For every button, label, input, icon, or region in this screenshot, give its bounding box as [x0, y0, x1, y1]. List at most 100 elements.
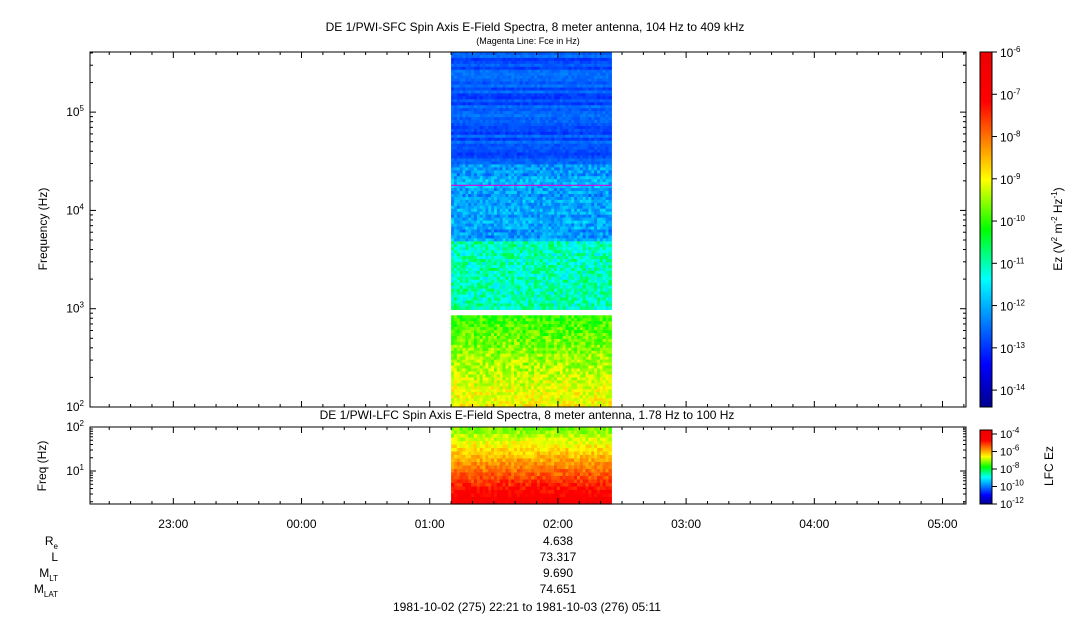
sfc-spectrogram-cell — [482, 149, 487, 154]
sfc-spectrogram-cell — [476, 285, 481, 290]
sfc-spectrogram-cell — [491, 108, 495, 112]
sfc-spectrogram-cell — [525, 78, 529, 83]
sfc-spectrogram-cell — [488, 202, 492, 207]
sfc-spectrogram-cell — [602, 235, 607, 239]
sfc-spectrogram-cell — [491, 170, 495, 174]
sfc-spectrogram-cell — [476, 111, 481, 115]
sfc-spectrogram-cell — [534, 60, 538, 65]
sfc-spectrogram-cell — [499, 191, 504, 195]
sfc-spectrogram-cell — [548, 185, 552, 189]
sfc-spectrogram-cell — [511, 164, 515, 168]
sfc-spectrogram-cell — [605, 208, 610, 213]
sfc-spectrogram-cell — [594, 149, 598, 154]
sfc-spectrogram-cell — [565, 146, 569, 151]
sfc-spectrogram-cell — [476, 226, 481, 231]
sfc-spectrogram-cell — [451, 96, 455, 100]
sfc-spectrogram-cell — [522, 99, 527, 103]
sfc-spectrogram-cell — [488, 78, 492, 83]
sfc-spectrogram-cell — [605, 81, 610, 86]
sfc-spectrogram-cell — [536, 279, 541, 284]
sfc-spectrogram-cell — [542, 182, 547, 186]
sfc-spectrogram-cell — [471, 149, 475, 154]
sfc-spectrogram-cell — [556, 182, 561, 186]
sfc-spectrogram-cell — [605, 273, 610, 278]
sfc-spectrogram-cell — [516, 250, 521, 254]
sfc-spectrogram-cell — [568, 93, 572, 97]
sfc-spectrogram-cell — [511, 279, 515, 284]
sfc-spectrogram-cell — [525, 158, 529, 163]
sfc-spectrogram-cell — [494, 75, 498, 80]
sfc-spectrogram-cell — [531, 267, 535, 272]
sfc-spectrogram-cell — [462, 202, 466, 207]
sfc-spectrogram-cell — [479, 288, 484, 293]
sfc-spectrogram-cell — [528, 140, 532, 145]
sfc-spectrogram-cell — [534, 152, 538, 157]
sfc-spectrogram-cell — [453, 196, 458, 201]
sfc-spectrogram-cell — [579, 202, 584, 207]
sfc-spectrogram-cell — [473, 276, 478, 281]
sfc-spectrogram-cell — [456, 179, 461, 183]
sfc-spectrogram-cell — [519, 123, 524, 127]
sfc-spectrogram-cell — [453, 161, 458, 166]
sfc-spectrogram-cell — [508, 63, 512, 68]
sfc-spectrogram-cell — [468, 155, 472, 160]
sfc-spectrogram-cell — [568, 256, 572, 260]
sfc-spectrogram-cell — [505, 259, 509, 263]
sfc-spectrogram-cell — [605, 87, 610, 92]
sfc-spectrogram-cell — [576, 297, 581, 302]
sfc-spectrogram-cell — [579, 291, 584, 296]
sfc-spectrogram-cell — [571, 99, 575, 103]
sfc-spectrogram-cell — [605, 93, 610, 97]
sfc-spectrogram-cell — [605, 66, 610, 71]
sfc-spectrogram-cell — [576, 146, 581, 151]
sfc-spectrogram-cell — [582, 220, 587, 225]
sfc-spectrogram-cell — [465, 256, 469, 260]
sfc-spectrogram-cell — [516, 297, 521, 302]
sfc-spectrogram-cell — [494, 87, 498, 92]
sfc-spectrogram-cell — [499, 84, 504, 89]
sfc-spectrogram-cell — [499, 120, 504, 124]
sfc-spectrogram-cell — [534, 134, 538, 139]
sfc-spectrogram-cell — [485, 149, 489, 154]
sfc-spectrogram-cell — [548, 288, 552, 293]
sfc-spectrogram-cell — [548, 211, 552, 216]
sfc-spectrogram-cell — [594, 250, 598, 254]
sfc-spectrogram-cell — [559, 114, 564, 118]
sfc-spectrogram-cell — [562, 232, 567, 237]
sfc-spectrogram-cell — [465, 226, 469, 231]
sfc-spectrogram-cell — [562, 202, 567, 207]
sfc-spectrogram-cell — [525, 69, 529, 74]
sfc-spectrogram-cell — [456, 54, 461, 59]
sfc-spectrogram-cell — [536, 273, 541, 278]
sfc-spectrogram-cell — [579, 111, 584, 115]
sfc-spectrogram-cell — [565, 152, 569, 157]
sfc-spectrogram-cell — [545, 131, 549, 136]
sfc-spectrogram-cell — [456, 199, 461, 204]
sfc-spectrogram-cell — [488, 179, 492, 183]
sfc-spectrogram-cell — [571, 220, 575, 225]
sfc-spectrogram-cell — [508, 297, 512, 302]
sfc-spectrogram-cell — [582, 188, 587, 192]
sfc-spectrogram-cell — [576, 78, 581, 83]
sfc-spectrogram-cell — [594, 114, 598, 118]
sfc-spectrogram-cell — [602, 78, 607, 83]
sfc-spectrogram-cell — [582, 223, 587, 228]
sfc-spectrogram-cell — [459, 285, 464, 290]
sfc-spectrogram-cell — [597, 72, 601, 77]
sfc-spectrogram-cell — [585, 182, 590, 186]
sfc-spectrogram-cell — [594, 66, 598, 71]
sfc-spectrogram-cell — [602, 96, 607, 100]
sfc-spectrogram-cell — [574, 282, 578, 287]
sfc-spectrogram-cell — [568, 247, 572, 251]
sfc-spectrogram-cell — [554, 223, 558, 228]
sfc-spectrogram-cell — [456, 93, 461, 97]
sfc-spectrogram-cell — [574, 146, 578, 151]
sfc-spectrogram-cell — [471, 250, 475, 254]
sfc-spectrogram-cell — [576, 241, 581, 245]
sfc-spectrogram-cell — [494, 262, 498, 266]
sfc-spectrogram-cell — [585, 265, 590, 269]
sfc-spectrogram-cell — [551, 72, 555, 77]
sfc-spectrogram-cell — [508, 250, 512, 254]
sfc-spectrogram-cell — [494, 164, 498, 168]
sfc-spectrogram-cell — [545, 265, 549, 269]
